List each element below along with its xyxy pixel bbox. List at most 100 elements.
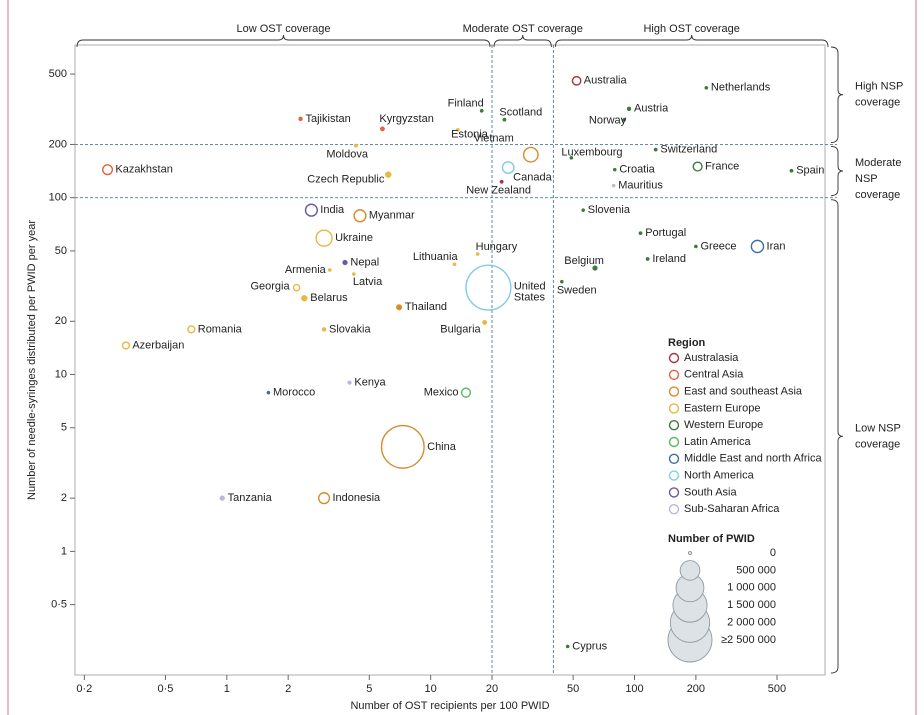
point-label: Belarus	[310, 292, 348, 304]
point-label: Mexico	[424, 387, 459, 399]
legend-label: Eastern Europe	[684, 402, 760, 414]
bracket	[554, 34, 829, 48]
bubble	[592, 265, 598, 271]
point-label: Switzerland	[660, 144, 717, 156]
y-tick-label: 50	[55, 245, 67, 257]
size-label: 1 000 000	[727, 582, 776, 594]
y-tick-label: 0·5	[51, 599, 67, 611]
point-label: Myanmar	[369, 210, 415, 222]
x-tick-label: 2	[285, 683, 291, 695]
bubble	[379, 126, 385, 132]
point-label: Estonia	[451, 129, 489, 141]
bubble	[611, 183, 616, 188]
point-label: Romania	[198, 323, 243, 335]
point-label: Austria	[634, 103, 669, 115]
y-tick-label: 1	[61, 545, 67, 557]
band-label: High OST coverage	[643, 23, 739, 35]
bubble	[482, 320, 488, 325]
bubble	[622, 117, 627, 122]
point-label: Slovenia	[588, 204, 631, 216]
legend-label: Western Europe	[684, 419, 763, 431]
bubble	[353, 209, 367, 223]
point-label: Moldova	[326, 149, 368, 161]
point-label: Cyprus	[572, 640, 607, 652]
x-tick-label: 500	[768, 683, 786, 695]
point-label: Czech Republic	[307, 174, 385, 186]
y-tick-label: 20	[55, 315, 67, 327]
y-tick-label: 100	[49, 192, 67, 204]
bubble	[452, 262, 457, 267]
point-label: Luxembourg	[561, 147, 622, 159]
bubble	[353, 143, 358, 148]
bubble	[501, 161, 515, 175]
point-label: Iran	[767, 240, 786, 252]
legend-swatch	[668, 504, 680, 515]
size-swatch	[679, 560, 701, 581]
point-label: United States	[514, 281, 546, 304]
legend-swatch	[668, 487, 680, 498]
bubble	[301, 295, 308, 302]
point-label: Belgium	[564, 255, 604, 267]
x-tick-label: 200	[687, 683, 705, 695]
point-label: Vietnam	[474, 133, 514, 145]
legend-label: Latin America	[684, 436, 752, 448]
point-label: New Zealand	[466, 185, 531, 197]
x-tick-label: 0·2	[76, 683, 92, 695]
bubble	[502, 117, 507, 122]
size-label: 500 000	[736, 564, 776, 576]
bubble	[626, 106, 632, 112]
point-label: Croatia	[619, 164, 655, 176]
legend-swatch	[668, 352, 680, 364]
point-label: Lithuania	[413, 251, 459, 263]
legend-swatch	[668, 470, 680, 481]
bracket	[830, 199, 844, 674]
plot-frame	[74, 44, 826, 676]
x-axis-label: Number of OST recipients per 100 PWID	[350, 700, 549, 712]
legend-swatch	[668, 386, 680, 397]
size-label: 2 000 000	[727, 617, 776, 629]
point-label: Ireland	[652, 253, 686, 265]
point-label: Azerbaijan	[132, 339, 184, 351]
point-label: Finland	[448, 98, 484, 110]
y-tick-label: 2	[61, 492, 67, 504]
point-label: Netherlands	[711, 82, 771, 94]
point-label: Armenia	[285, 264, 327, 276]
band-label: High NSP coverage	[855, 81, 903, 109]
point-label: Mauritius	[618, 180, 663, 192]
bubble	[569, 155, 574, 160]
bubble	[694, 244, 698, 249]
point-label: Tajikistan	[306, 113, 351, 125]
size-swatch	[687, 550, 693, 556]
bubble	[475, 252, 480, 256]
bubble	[565, 644, 570, 649]
point-label: Nepal	[350, 256, 379, 268]
bubble	[692, 161, 703, 172]
point-label: Kazakhstan	[115, 164, 172, 176]
bubble	[315, 229, 333, 247]
point-label: Ukraine	[335, 232, 373, 244]
bubble	[342, 259, 348, 266]
bubble	[499, 179, 504, 184]
point-label: Australia	[584, 75, 628, 87]
legend-swatch	[668, 420, 680, 431]
bubble	[704, 85, 709, 90]
point-label: Portugal	[645, 227, 686, 239]
point-label: Tanzania	[228, 492, 273, 504]
point-label: Hungary	[476, 241, 518, 253]
point-label: Spain	[796, 165, 824, 177]
bubble	[581, 208, 586, 213]
bubble	[638, 231, 643, 236]
legend-title: Number of PWID	[668, 533, 755, 545]
bubble	[292, 283, 301, 292]
bubble	[559, 279, 564, 284]
point-label: Kenya	[354, 377, 386, 389]
point-label: India	[320, 204, 345, 216]
point-label: Thailand	[405, 301, 447, 313]
x-tick-label: 20	[486, 683, 498, 695]
bracket	[493, 34, 552, 48]
x-tick-label: 0·5	[157, 683, 173, 695]
legend-swatch	[668, 369, 680, 380]
y-tick-label: 500	[49, 68, 67, 80]
point-label: France	[705, 160, 739, 172]
